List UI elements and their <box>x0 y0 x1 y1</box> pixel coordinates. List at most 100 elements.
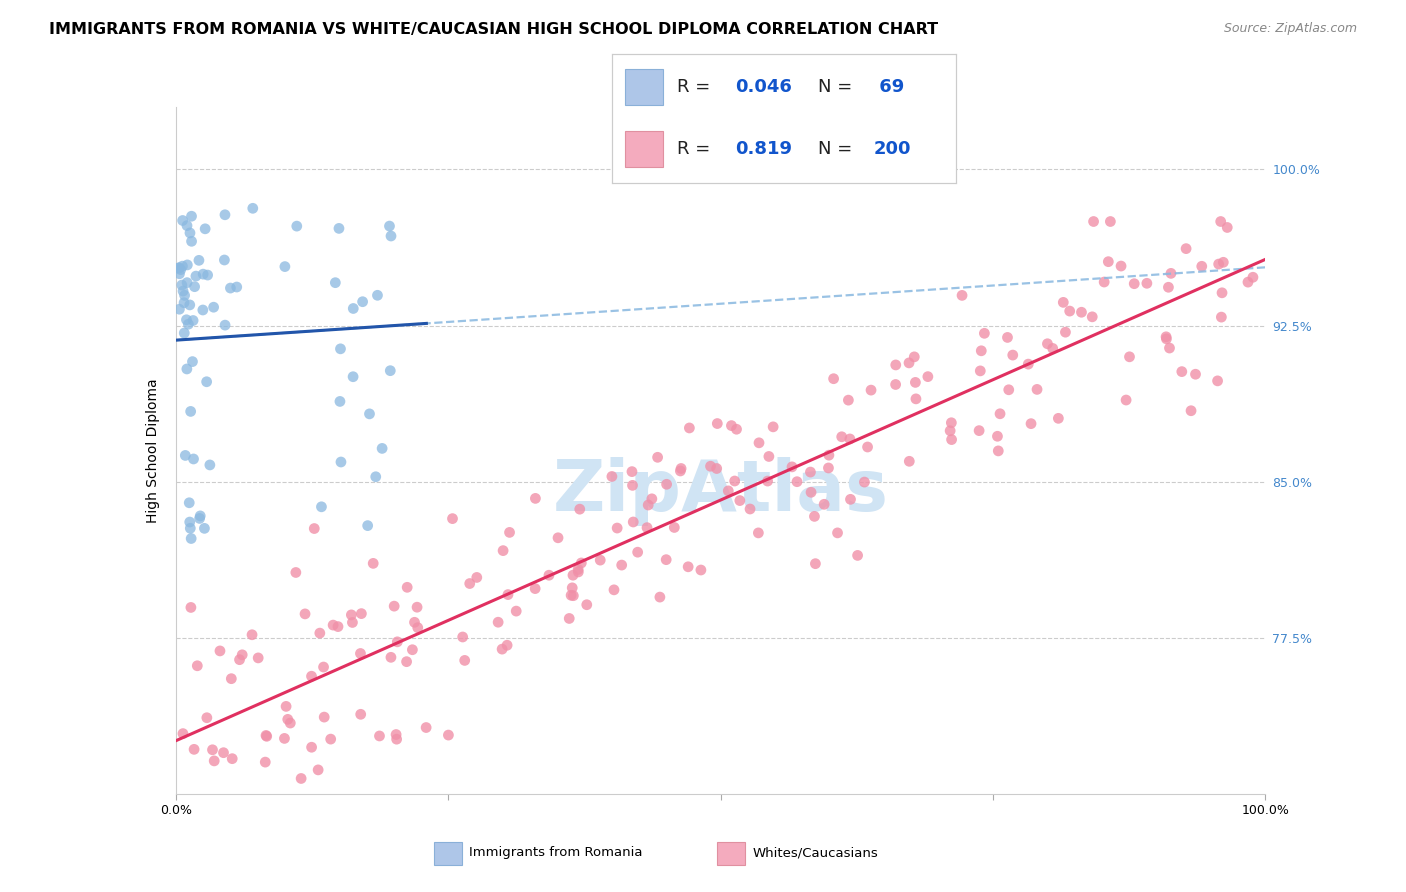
Text: N =: N = <box>818 139 852 158</box>
Point <box>179 298 201 312</box>
Point <box>621 478 644 492</box>
Point <box>562 568 585 582</box>
Point <box>287 797 309 812</box>
Point <box>1184 368 1206 382</box>
Point <box>669 461 692 475</box>
Point <box>1052 295 1074 310</box>
Point <box>177 317 200 331</box>
Point <box>465 570 488 584</box>
Point <box>637 498 659 512</box>
Point <box>1206 374 1229 388</box>
Point <box>1208 257 1230 271</box>
Point <box>278 716 301 731</box>
Point <box>1019 417 1042 431</box>
Point <box>884 377 907 392</box>
Point <box>366 288 388 302</box>
Point <box>451 630 474 644</box>
Point <box>505 604 527 618</box>
Point <box>441 511 464 525</box>
Point <box>537 568 560 582</box>
Point <box>181 354 204 368</box>
Point <box>524 582 547 596</box>
Point <box>939 424 962 438</box>
Point <box>1154 330 1177 344</box>
Point <box>941 416 963 430</box>
Point <box>839 492 862 507</box>
Text: R =: R = <box>678 78 716 95</box>
Point <box>690 563 713 577</box>
Point <box>904 392 927 406</box>
Point <box>254 729 277 743</box>
Point <box>172 726 194 740</box>
Point <box>561 581 583 595</box>
Point <box>342 615 364 630</box>
Point <box>301 669 323 683</box>
Point <box>606 521 628 535</box>
Point <box>212 746 235 760</box>
Text: IMMIGRANTS FROM ROMANIA VS WHITE/CAUCASIAN HIGH SCHOOL DIPLOMA CORRELATION CHART: IMMIGRANTS FROM ROMANIA VS WHITE/CAUCASI… <box>49 22 938 37</box>
Point <box>356 518 378 533</box>
Point <box>415 721 437 735</box>
Text: Source: ZipAtlas.com: Source: ZipAtlas.com <box>1223 22 1357 36</box>
Point <box>987 443 1010 458</box>
Point <box>176 362 198 376</box>
Point <box>378 219 401 233</box>
Point <box>202 754 225 768</box>
Point <box>285 219 308 234</box>
Point <box>724 474 747 488</box>
Point <box>1156 332 1178 346</box>
Point <box>738 502 761 516</box>
Point <box>1017 357 1039 371</box>
Point <box>898 454 921 468</box>
Point <box>176 258 198 272</box>
Point <box>720 418 742 433</box>
Point <box>1109 259 1132 273</box>
Point <box>254 755 277 769</box>
Point <box>853 475 876 489</box>
Point <box>1081 310 1104 324</box>
Point <box>1157 280 1180 294</box>
Point <box>350 607 373 621</box>
Point <box>404 615 426 630</box>
Point <box>312 660 335 674</box>
Point <box>179 515 201 529</box>
Point <box>917 369 939 384</box>
Point <box>240 628 263 642</box>
Point <box>860 383 883 397</box>
Point <box>308 626 330 640</box>
Point <box>524 491 547 506</box>
Point <box>491 642 513 657</box>
Point <box>823 372 845 386</box>
Point <box>406 621 429 635</box>
Point <box>748 435 770 450</box>
Point <box>325 276 347 290</box>
Point <box>1059 304 1081 318</box>
Bar <box>433 841 463 864</box>
Point <box>183 279 205 293</box>
Point <box>180 235 202 249</box>
Point <box>827 525 849 540</box>
Point <box>973 326 995 341</box>
Point <box>1159 341 1181 355</box>
Point <box>569 556 592 570</box>
Bar <box>626 69 664 105</box>
Point <box>228 653 250 667</box>
Point <box>371 442 394 456</box>
Point <box>180 404 202 418</box>
Point <box>941 433 963 447</box>
Point <box>997 330 1019 344</box>
Text: 200: 200 <box>873 139 911 158</box>
Point <box>172 213 194 227</box>
Point <box>256 729 278 743</box>
Point <box>1042 342 1064 356</box>
Point <box>174 449 197 463</box>
Point <box>804 557 827 571</box>
Point <box>359 407 381 421</box>
Point <box>350 707 373 722</box>
Point <box>717 483 740 498</box>
Point <box>1191 260 1213 274</box>
Point <box>387 635 409 649</box>
Point <box>340 607 363 622</box>
Point <box>560 588 582 602</box>
Point <box>169 267 191 281</box>
